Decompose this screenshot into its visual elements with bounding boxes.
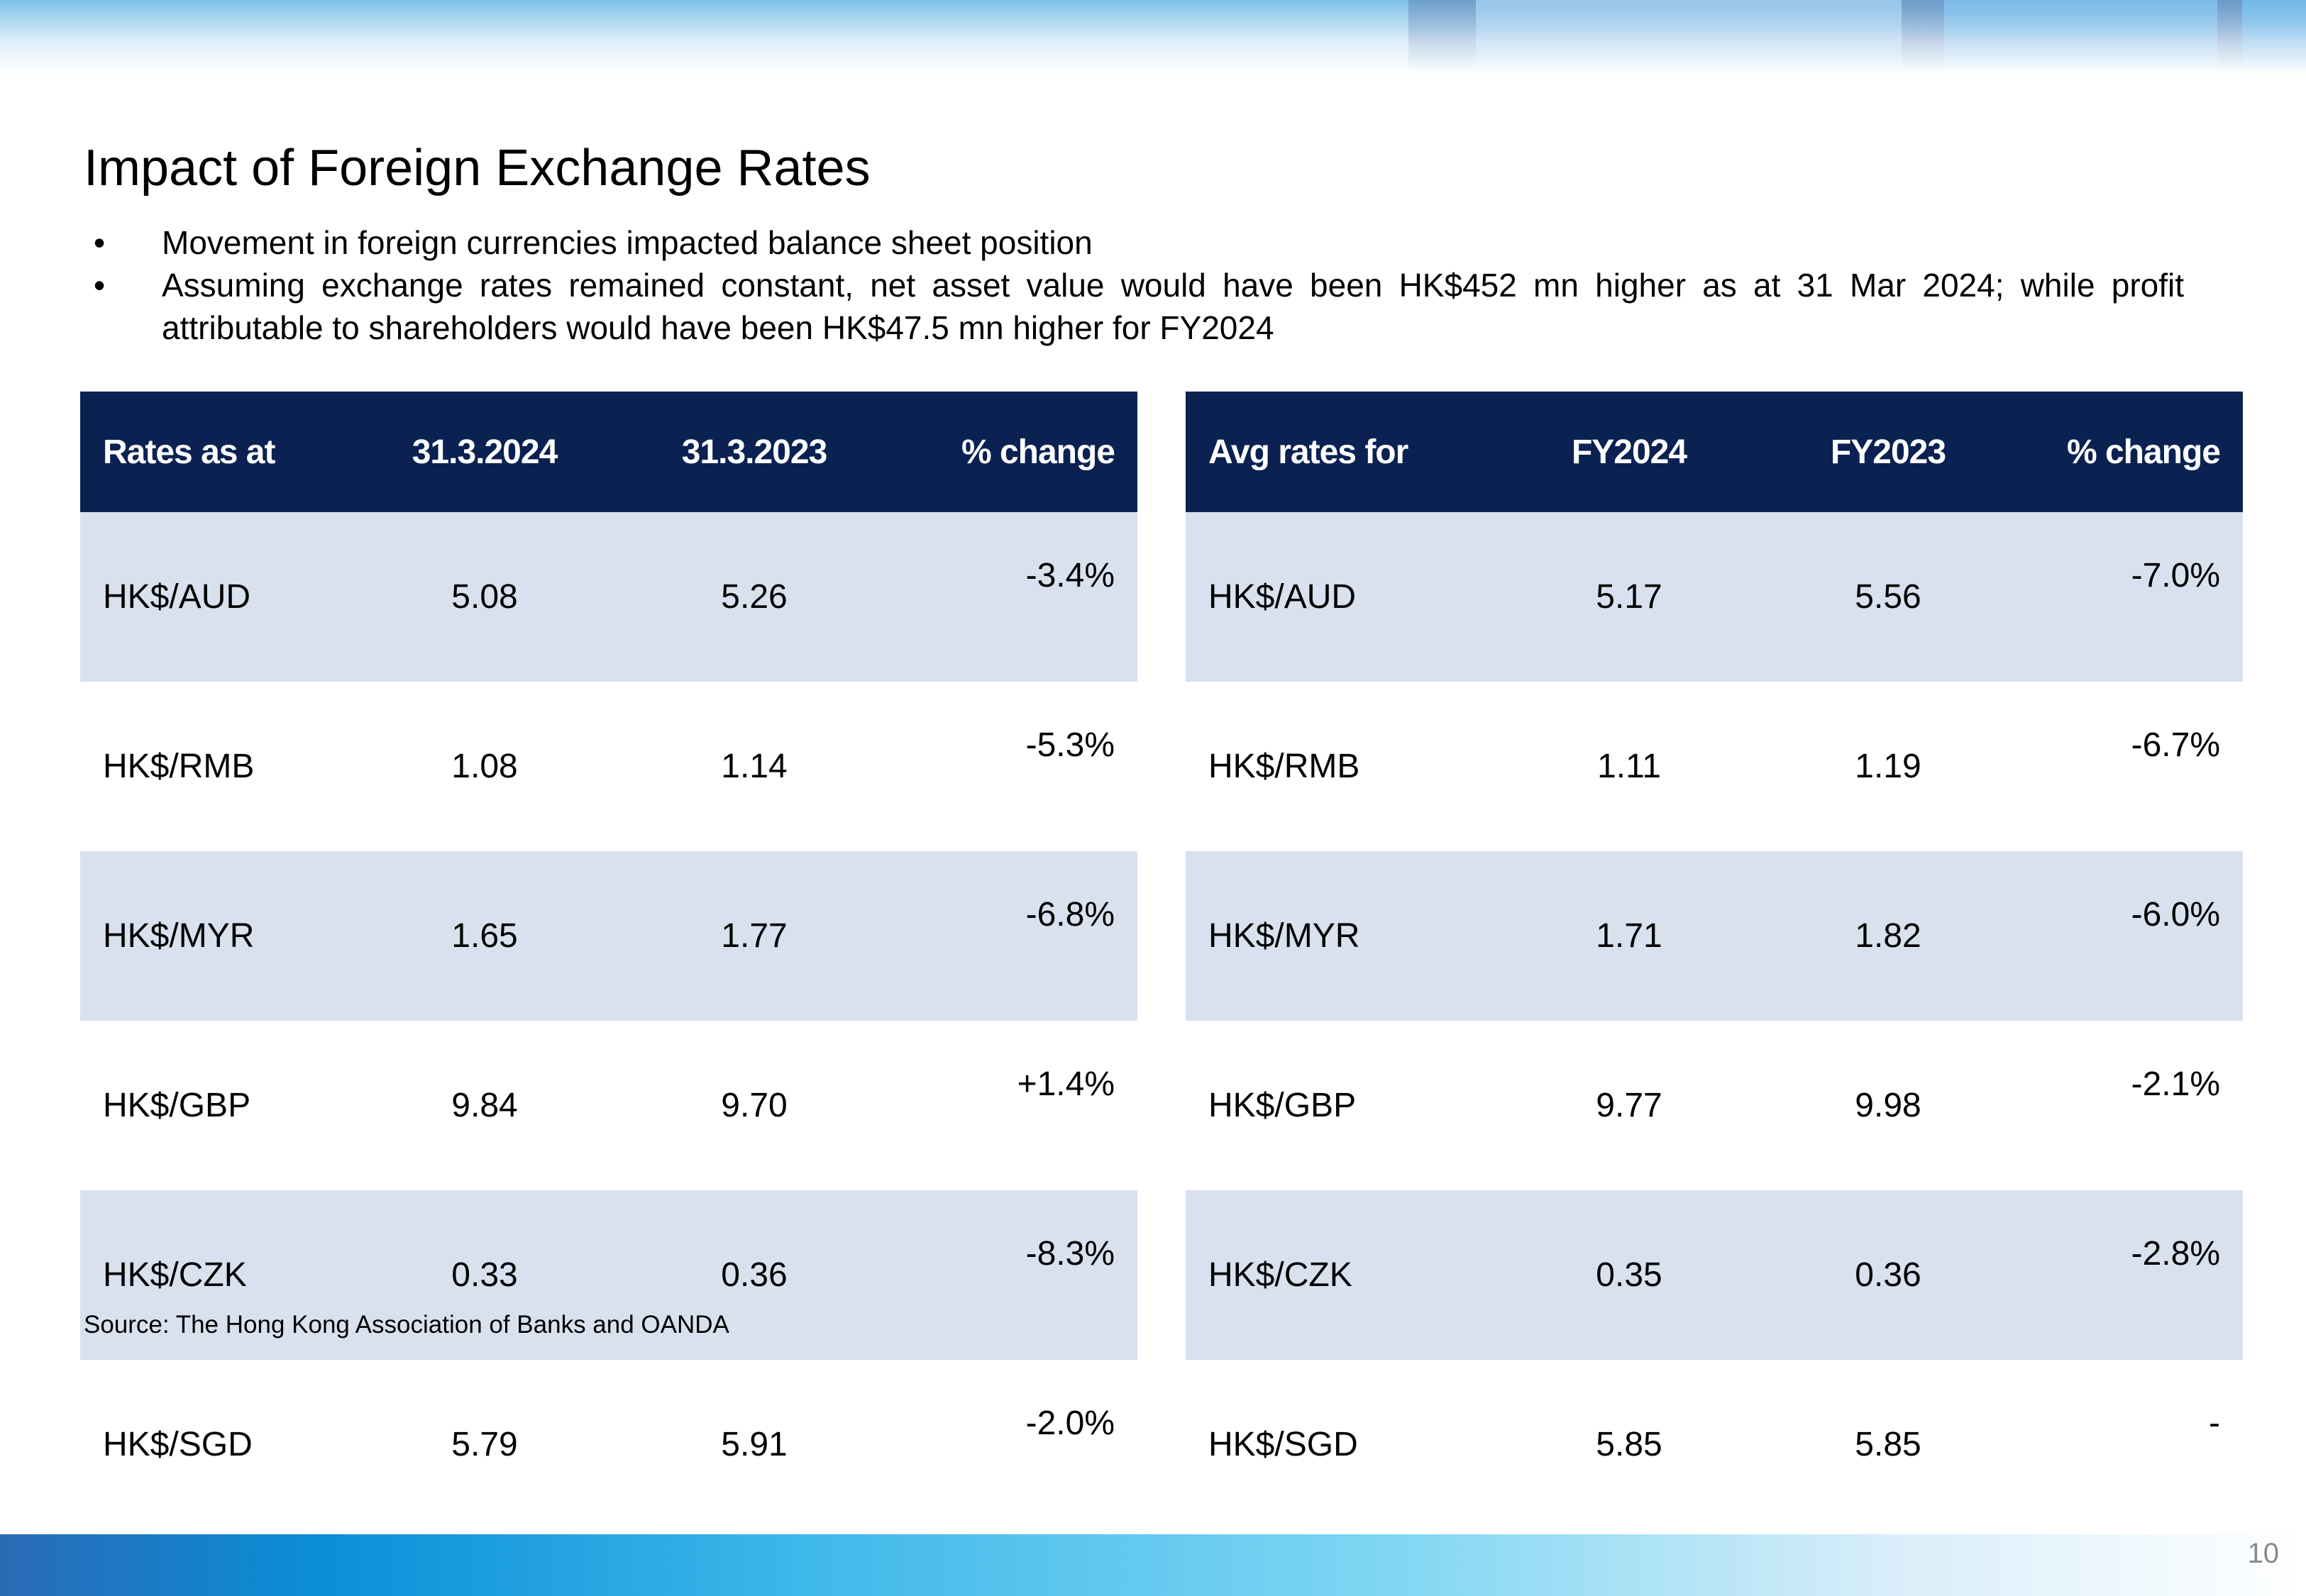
table-row: HK$/GBP 9.77 9.98 -2.1% — [1186, 1021, 2243, 1190]
table-row: HK$/CZK 0.33 0.36 -8.3% — [80, 1190, 1137, 1360]
band-segment — [1476, 0, 1902, 71]
currency-pair-cell: HK$/CZK — [1186, 1190, 1505, 1360]
change-cell: -6.8% — [889, 851, 1137, 1021]
column-header: 31.3.2024 — [350, 392, 619, 512]
bullet-icon: • — [94, 224, 106, 261]
rate-cell: 5.56 — [1753, 512, 2023, 682]
table-row: HK$/GBP 9.84 9.70 +1.4% — [80, 1021, 1137, 1190]
currency-pair-cell: HK$/GBP — [103, 1087, 251, 1124]
currency-pair-cell: HK$/MYR — [80, 851, 350, 1021]
table-row: HK$/RMB 1.11 1.19 -6.7% — [1186, 682, 2243, 851]
rate-cell: 1.08 — [451, 748, 518, 785]
change-cell: -6.7% — [2131, 726, 2220, 764]
column-header: 31.3.2023 — [619, 392, 889, 512]
rate-cell: 5.26 — [619, 512, 889, 682]
change-cell: +1.4% — [1017, 1065, 1115, 1103]
currency-pair-cell: HK$/SGD — [103, 1426, 253, 1463]
column-header: % change — [889, 392, 1137, 512]
rate-cell: 0.36 — [1753, 1190, 2023, 1360]
table-header-row: Avg rates for FY2024 FY2023 % change — [1186, 392, 2243, 512]
bullet-item: • Assuming exchange rates remained const… — [84, 264, 2184, 349]
currency-pair-cell: HK$/RMB — [103, 748, 255, 785]
column-header: % change — [2023, 392, 2243, 512]
change-cell: -2.8% — [2023, 1190, 2243, 1360]
table-row: HK$/MYR 1.65 1.77 -6.8% — [80, 851, 1137, 1021]
column-header: FY2023 — [1753, 392, 2023, 512]
bottom-decorative-band — [0, 1534, 2306, 1596]
top-decorative-band — [0, 0, 2306, 77]
column-header: FY2024 — [1505, 392, 1753, 512]
currency-pair-cell: HK$/SGD — [1208, 1426, 1358, 1463]
rate-cell: 0.33 — [350, 1190, 619, 1360]
rate-cell: 0.35 — [1505, 1190, 1753, 1360]
table-row: HK$/SGD 5.85 5.85 - — [1186, 1360, 2243, 1529]
table-row: HK$/AUD 5.08 5.26 -3.4% — [80, 512, 1137, 682]
change-cell: -2.1% — [2131, 1065, 2220, 1103]
currency-pair-cell: HK$/RMB — [1208, 748, 1360, 785]
page-title: Impact of Foreign Exchange Rates — [84, 140, 871, 196]
column-header: Rates as at — [80, 392, 350, 512]
rate-cell: 1.77 — [619, 851, 889, 1021]
bullet-list: • Movement in foreign currencies impacte… — [84, 221, 2184, 349]
change-cell: - — [2209, 1404, 2220, 1442]
currency-pair-cell: HK$/CZK — [80, 1190, 350, 1360]
band-segment — [1408, 0, 1476, 71]
rate-cell: 1.14 — [721, 748, 788, 785]
bullet-icon: • — [94, 267, 106, 304]
average-rates-table: Avg rates for FY2024 FY2023 % change HK$… — [1186, 392, 2243, 1529]
rate-cell: 1.11 — [1597, 748, 1661, 785]
band-segment — [2242, 0, 2306, 71]
rate-cell: 5.79 — [451, 1426, 518, 1463]
change-cell: -6.0% — [2023, 851, 2243, 1021]
table-row: HK$/AUD 5.17 5.56 -7.0% — [1186, 512, 2243, 682]
period-end-rates-table: Rates as at 31.3.2024 31.3.2023 % change… — [80, 392, 1137, 1529]
rate-cell: 9.98 — [1855, 1087, 1921, 1124]
column-header: Avg rates for — [1186, 392, 1505, 512]
rate-cell: 5.17 — [1505, 512, 1753, 682]
bullet-item: • Movement in foreign currencies impacte… — [84, 221, 2184, 264]
rate-cell: 5.08 — [350, 512, 619, 682]
table-row: HK$/MYR 1.71 1.82 -6.0% — [1186, 851, 2243, 1021]
rate-cell: 9.77 — [1596, 1087, 1662, 1124]
source-note: Source: The Hong Kong Association of Ban… — [84, 1311, 729, 1339]
rate-cell: 1.19 — [1855, 748, 1921, 785]
currency-pair-cell: HK$/GBP — [1208, 1087, 1357, 1124]
bullet-text: Movement in foreign currencies impacted … — [162, 224, 1093, 261]
band-segment — [2217, 0, 2242, 71]
currency-pair-cell: HK$/AUD — [1186, 512, 1505, 682]
change-cell: -3.4% — [889, 512, 1137, 682]
table-header-row: Rates as at 31.3.2024 31.3.2023 % change — [80, 392, 1137, 512]
change-cell: -8.3% — [889, 1190, 1137, 1360]
page-number: 10 — [2247, 1538, 2280, 1569]
table-row: HK$/SGD 5.79 5.91 -2.0% — [80, 1360, 1137, 1529]
band-segment — [1902, 0, 1944, 71]
rate-cell: 5.85 — [1596, 1426, 1662, 1463]
rate-cell: 0.36 — [619, 1190, 889, 1360]
rate-cell: 1.82 — [1753, 851, 2023, 1021]
table-row: HK$/RMB 1.08 1.14 -5.3% — [80, 682, 1137, 851]
currency-pair-cell: HK$/AUD — [80, 512, 350, 682]
rate-cell: 1.65 — [350, 851, 619, 1021]
rate-cell: 5.85 — [1855, 1426, 1921, 1463]
rate-cell: 5.91 — [721, 1426, 788, 1463]
bullet-text: Assuming exchange rates remained constan… — [162, 267, 2184, 346]
change-cell: -7.0% — [2023, 512, 2243, 682]
change-cell: -5.3% — [1025, 726, 1115, 764]
rate-cell: 9.84 — [451, 1087, 518, 1124]
band-segment — [1944, 0, 2217, 71]
currency-pair-cell: HK$/MYR — [1186, 851, 1505, 1021]
change-cell: -2.0% — [1025, 1404, 1115, 1442]
table-row: HK$/CZK 0.35 0.36 -2.8% — [1186, 1190, 2243, 1360]
rate-cell: 9.70 — [721, 1087, 788, 1124]
rate-cell: 1.71 — [1505, 851, 1753, 1021]
